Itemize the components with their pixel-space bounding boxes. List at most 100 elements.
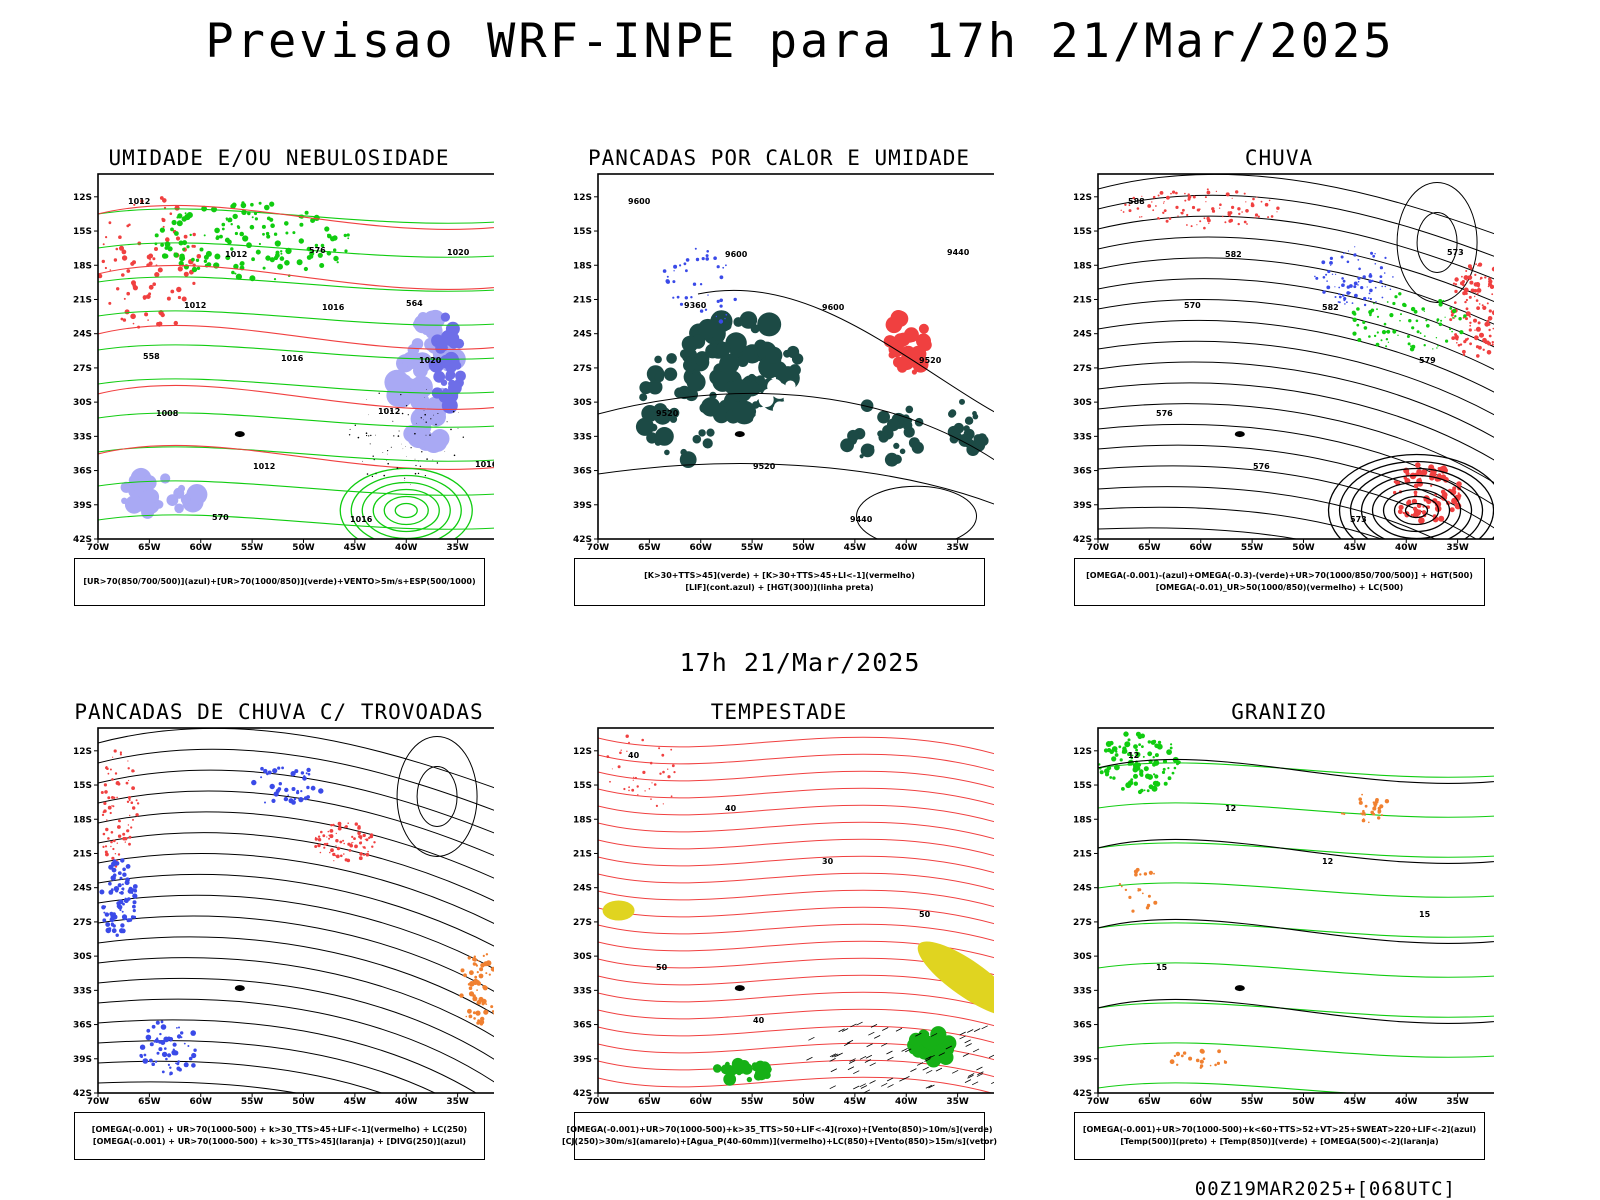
contour-label: 1020 <box>419 356 442 365</box>
legend-line: [OMEGA(-0.001) + UR>70(1000-500) + k>30_… <box>92 1137 467 1146</box>
lat-tick-label: 39S <box>1073 501 1092 511</box>
legend-line: [OMEGA(-0.001)+UR>70(1000-500)+k<60+TTS>… <box>1082 1125 1477 1134</box>
lon-tick-label: 35W <box>1446 543 1469 553</box>
lat-tick-label: 18S <box>573 815 592 825</box>
map-canvas: 9600 9600 9600 9520 9520 9520 9440 9440 9360 12S 1… <box>573 173 1020 553</box>
lat-tick-label: 18S <box>73 815 92 825</box>
panel-legend: [OMEGA(-0.001)+UR>70(1000-500)+k<60+TTS>… <box>1074 1112 1485 1160</box>
contour-label: 15 <box>1156 963 1168 972</box>
run-info: 00Z19MAR2025+[068UTC] <box>1194 1178 1456 1200</box>
lon-tick-label: 65W <box>638 543 661 553</box>
contour-label: 558 <box>143 352 160 361</box>
lat-tick-label: 15S <box>573 227 592 237</box>
lat-tick-label: 30S <box>73 952 92 962</box>
contour-label: 9520 <box>919 356 942 365</box>
lat-tick-label: 21S <box>1073 849 1092 859</box>
lat-tick-label: 18S <box>73 261 92 271</box>
contour-label: 12 <box>1225 804 1236 813</box>
contour-label: 576 <box>1253 462 1270 471</box>
lon-tick-label: 60W <box>690 1097 713 1107</box>
contour-label: 40 <box>628 751 640 760</box>
contour-label: 12 <box>1128 751 1139 760</box>
contour-label: 15 <box>1419 910 1431 919</box>
lat-tick-label: 36S <box>573 1021 592 1031</box>
contour-label: 1016 <box>281 354 304 363</box>
contour-label: 9440 <box>947 248 970 257</box>
contour-label: 1016 <box>350 515 373 524</box>
panel-title: PANCADAS POR CALOR E UMIDADE <box>587 146 970 170</box>
contour-label: 50 <box>919 910 931 919</box>
lat-tick-label: 21S <box>573 295 592 305</box>
lon-tick-label: 60W <box>1190 1097 1213 1107</box>
lat-tick-label: 39S <box>73 501 92 511</box>
contour-label: 582 <box>1225 250 1242 259</box>
lon-tick-label: 60W <box>190 543 213 553</box>
lon-tick-label: 50W <box>792 1097 815 1107</box>
contour-label: 9520 <box>753 462 776 471</box>
legend-line: [UR>70(850/700/500)](azul)+[UR>70(1000/8… <box>83 577 476 586</box>
map-canvas: 12 12 12 15 15 12S 15S 18S 21S 24S 27S 30S 33S 36S 39S… <box>1073 727 1520 1107</box>
lon-tick-label: 65W <box>138 1097 161 1107</box>
map-canvas: 588 582 582 579 576 576 573 573 570 12S 15S 18S 21S 2… <box>1073 173 1520 553</box>
contour-label: 588 <box>1128 197 1145 206</box>
lon-tick-label: 50W <box>292 543 315 553</box>
panel-title: PANCADAS DE CHUVA C/ TROVOADAS <box>74 700 484 724</box>
lat-tick-label: 42S <box>1073 1089 1092 1099</box>
lat-tick-label: 21S <box>73 295 92 305</box>
lon-tick-label: 35W <box>446 1097 469 1107</box>
lon-tick-label: 45W <box>344 1097 367 1107</box>
lon-tick-label: 35W <box>946 543 969 553</box>
lon-tick-label: 35W <box>946 1097 969 1107</box>
lat-tick-label: 24S <box>1073 884 1092 894</box>
contour-label: 576 <box>309 246 326 255</box>
contour-label: 579 <box>1419 356 1436 365</box>
contour-label: 1012 <box>184 301 206 310</box>
legend-line: [CJ(250)>30m/s](amarelo)+[Agua_P(40-60mm… <box>561 1137 998 1146</box>
legend-line: [OMEGA(-0.001)+UR>70(1000-500)+k>35_TTS>… <box>566 1125 993 1134</box>
lat-tick-label: 42S <box>1073 535 1092 545</box>
lat-tick-label: 12S <box>573 747 592 757</box>
panel-title: CHUVA <box>1244 146 1314 170</box>
lon-tick-label: 40W <box>1395 543 1418 553</box>
contour-label: 9600 <box>628 197 651 206</box>
lat-tick-label: 12S <box>73 193 92 203</box>
lat-tick-label: 39S <box>573 1055 592 1065</box>
lon-tick-label: 45W <box>1344 543 1367 553</box>
contour-label: 570 <box>212 513 229 522</box>
lat-tick-label: 36S <box>1073 467 1092 477</box>
lat-tick-label: 30S <box>73 398 92 408</box>
lat-tick-label: 36S <box>73 467 92 477</box>
panel-title: GRANIZO <box>1231 700 1327 724</box>
lat-tick-label: 30S <box>1073 952 1092 962</box>
lat-tick-label: 21S <box>73 849 92 859</box>
contour-label: 1012 <box>378 407 400 416</box>
lat-tick-label: 27S <box>1073 918 1092 928</box>
lat-tick-label: 12S <box>1073 747 1092 757</box>
lon-tick-label: 70W <box>1087 543 1110 553</box>
contour-label: 9440 <box>850 515 873 524</box>
lat-tick-label: 42S <box>573 535 592 545</box>
lon-tick-label: 50W <box>292 1097 315 1107</box>
lat-tick-label: 42S <box>73 1089 92 1099</box>
legend-line: [OMEGA(-0.001)-(azul)+OMEGA(-0.3)-(verde… <box>1086 571 1473 580</box>
lon-tick-label: 70W <box>87 1097 110 1107</box>
lon-tick-label: 60W <box>190 1097 213 1107</box>
lon-tick-label: 45W <box>844 1097 867 1107</box>
lat-tick-label: 24S <box>573 330 592 340</box>
contour-label: 9360 <box>684 301 707 310</box>
lon-tick-label: 70W <box>587 543 610 553</box>
lon-tick-label: 45W <box>344 543 367 553</box>
panel-granizo: GRANIZO 12 12 12 15 15 12S 15S 18S 21S 24S 27S 30S 3… <box>1064 700 1520 1180</box>
contour-label: 570 <box>1184 301 1201 310</box>
contour-label: 564 <box>406 299 423 308</box>
forecast-map: 9600 9600 9600 9520 9520 9520 9440 9440 9360 12S 1… <box>564 170 1020 555</box>
legend-line: [LIF](cont.azul) + [HGT(300)](linha pret… <box>685 583 874 592</box>
panel-chuva: CHUVA 588 582 582 579 576 576 573 573 570 12S 15S 1… <box>1064 146 1520 626</box>
lon-tick-label: 55W <box>741 1097 764 1107</box>
contour-label: 1020 <box>447 248 470 257</box>
lat-tick-label: 24S <box>73 330 92 340</box>
contour-label: 576 <box>1156 409 1173 418</box>
lat-tick-label: 27S <box>1073 364 1092 374</box>
contour-label: 30 <box>822 857 834 866</box>
